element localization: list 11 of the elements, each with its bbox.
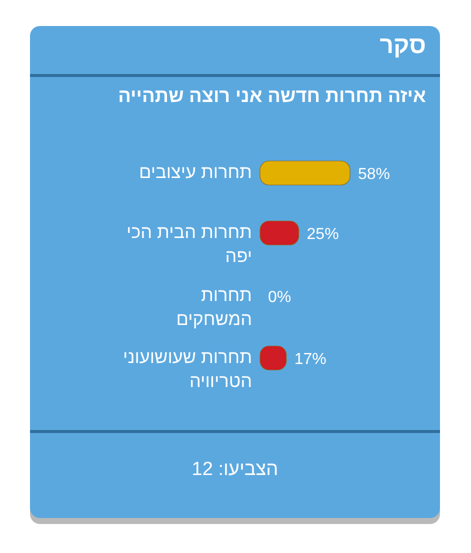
y-tick-label: תחרות הבית הכי יפה <box>126 221 252 268</box>
text: סקר <box>380 32 426 60</box>
y-tick-label: תחרות המשחקים <box>175 284 252 331</box>
data-label: 25% <box>306 226 339 243</box>
data-label: 17% <box>294 351 326 368</box>
text: הצביעו: 12 <box>190 459 280 481</box>
data-label: 0% <box>268 289 292 306</box>
chart-subtitle: איזה תחרות חדשה אני רוצה שתהייה <box>117 85 426 109</box>
y-tick-label: תחרות שעושועוני הטריוויה <box>122 346 252 393</box>
y-tick-label: תחרות עיצובים <box>138 161 252 184</box>
data-label: 58% <box>358 166 390 183</box>
